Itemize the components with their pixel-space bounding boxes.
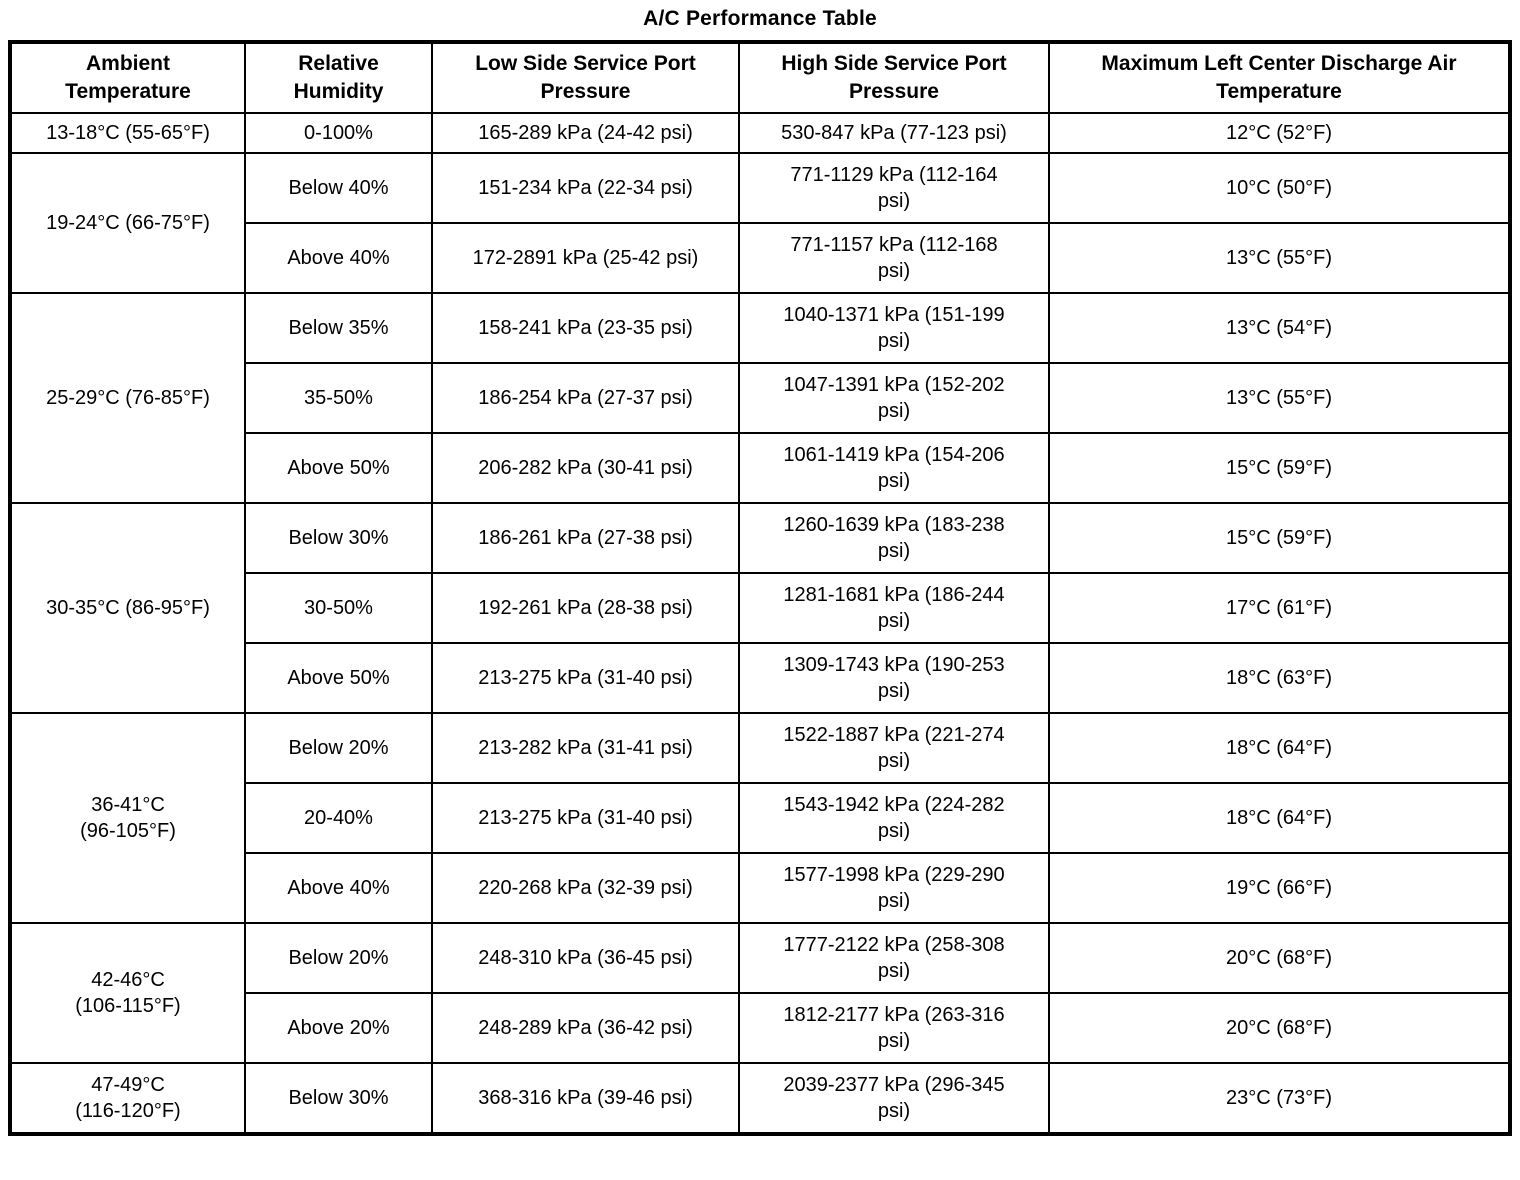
high-side-pressure-cell: 1309-1743 kPa (190-253 psi) — [738, 642, 1050, 714]
low-side-pressure-cell: 186-261 kPa (27-38 psi) — [431, 502, 740, 574]
header-ambient-temperature: Ambient Temperature — [9, 41, 246, 114]
discharge-temperature-cell: 13°C (54°F) — [1048, 292, 1511, 364]
table-row: 30-35°C (86-95°F) Below 30% 186-261 kPa (2… — [9, 502, 1511, 714]
relative-humidity-cell: Above 50% — [244, 642, 433, 714]
high-side-pressure-cell: 2039-2377 kPa (296-345 psi) — [738, 1062, 1050, 1135]
table-row: Above 50% 213-275 kPa (31-40 psi) 1309-174… — [10, 642, 1511, 714]
table-row: Above 20% 248-289 kPa (36-42 psi) 1812-217… — [10, 992, 1511, 1064]
discharge-temperature-cell: 13°C (55°F) — [1048, 362, 1511, 434]
high-side-pressure-cell: 771-1157 kPa (112-168 psi) — [738, 222, 1050, 294]
high-side-pressure-cell: 1543-1942 kPa (224-282 psi) — [738, 782, 1050, 854]
page-title: A/C Performance Table — [643, 7, 877, 30]
discharge-temperature-cell: 17°C (61°F) — [1048, 572, 1511, 644]
ambient-temperature-cell: 19-24°C (66-75°F) — [9, 152, 246, 294]
low-side-pressure-cell: 165-289 kPa (24-42 psi) — [431, 112, 740, 154]
table-row: 13-18°C (55-65°F) 0-100% 165-289 kPa (24-4… — [9, 112, 1511, 154]
discharge-temperature-cell: 18°C (64°F) — [1048, 782, 1511, 854]
low-side-pressure-cell: 213-275 kPa (31-40 psi) — [431, 782, 740, 854]
ambient-temperature-cell: 13-18°C (55-65°F) — [9, 112, 246, 154]
discharge-temperature-cell: 12°C (52°F) — [1048, 112, 1511, 154]
relative-humidity-cell: Above 40% — [244, 222, 433, 294]
low-side-pressure-cell: 368-316 kPa (39-46 psi) — [431, 1062, 740, 1135]
relative-humidity-cell: 30-50% — [244, 572, 433, 644]
header-high-side-pressure: High Side Service Port Pressure — [738, 41, 1050, 114]
relative-humidity-cell: 20-40% — [244, 782, 433, 854]
table-header-row: Ambient Temperature Relative Humidity Lo… — [9, 41, 1511, 114]
high-side-pressure-cell: 1281-1681 kPa (186-244 psi) — [738, 572, 1050, 644]
relative-humidity-cell: Below 20% — [244, 712, 433, 784]
low-side-pressure-cell: 151-234 kPa (22-34 psi) — [431, 152, 740, 224]
table-row: Above 40% 172-2891 kPa (25-42 psi) 771-115… — [10, 222, 1511, 294]
low-side-pressure-cell: 213-275 kPa (31-40 psi) — [431, 642, 740, 714]
relative-humidity-cell: Below 35% — [244, 292, 433, 364]
high-side-pressure-cell: 1047-1391 kPa (152-202 psi) — [738, 362, 1050, 434]
high-side-pressure-cell: 1260-1639 kPa (183-238 psi) — [738, 502, 1050, 574]
low-side-pressure-cell: 206-282 kPa (30-41 psi) — [431, 432, 740, 504]
table-row: Above 40% 220-268 kPa (32-39 psi) 1577-199… — [10, 852, 1511, 924]
table-row: 47-49°C (116-120°F) Below 30% 368-316 kPa … — [9, 1062, 1511, 1135]
ambient-temperature-cell: 36-41°C (96-105°F) — [9, 712, 246, 924]
high-side-pressure-cell: 771-1129 kPa (112-164 psi) — [738, 152, 1050, 224]
discharge-temperature-cell: 23°C (73°F) — [1048, 1062, 1511, 1135]
high-side-pressure-cell: 1812-2177 kPa (263-316 psi) — [738, 992, 1050, 1064]
ambient-temperature-cell: 47-49°C (116-120°F) — [9, 1062, 246, 1135]
discharge-temperature-cell: 10°C (50°F) — [1048, 152, 1511, 224]
high-side-pressure-cell: 530-847 kPa (77-123 psi) — [738, 112, 1050, 154]
table-row: 35-50% 186-254 kPa (27-37 psi) 1047-1391 k… — [10, 362, 1511, 434]
relative-humidity-cell: Below 30% — [244, 502, 433, 574]
header-relative-humidity: Relative Humidity — [244, 41, 433, 114]
table-row: 30-50% 192-261 kPa (28-38 psi) 1281-1681 k… — [10, 572, 1511, 644]
table-row: Above 50% 206-282 kPa (30-41 psi) 1061-141… — [10, 432, 1511, 504]
high-side-pressure-cell: 1040-1371 kPa (151-199 psi) — [738, 292, 1050, 364]
ambient-temperature-cell: 25-29°C (76-85°F) — [9, 292, 246, 504]
header-low-side-pressure: Low Side Service Port Pressure — [431, 41, 740, 114]
discharge-temperature-cell: 13°C (55°F) — [1048, 222, 1511, 294]
high-side-pressure-cell: 1061-1419 kPa (154-206 psi) — [738, 432, 1050, 504]
relative-humidity-cell: Above 40% — [244, 852, 433, 924]
ac-performance-table: Ambient Temperature Relative Humidity Lo… — [8, 40, 1512, 1136]
header-max-discharge-temperature: Maximum Left Center Discharge Air Temper… — [1048, 41, 1511, 114]
discharge-temperature-cell: 15°C (59°F) — [1048, 432, 1511, 504]
low-side-pressure-cell: 248-289 kPa (36-42 psi) — [431, 992, 740, 1064]
high-side-pressure-cell: 1777-2122 kPa (258-308 psi) — [738, 922, 1050, 994]
low-side-pressure-cell: 172-2891 kPa (25-42 psi) — [431, 222, 740, 294]
low-side-pressure-cell: 248-310 kPa (36-45 psi) — [431, 922, 740, 994]
ambient-temperature-cell: 30-35°C (86-95°F) — [9, 502, 246, 714]
ambient-temperature-cell: 42-46°C (106-115°F) — [9, 922, 246, 1064]
relative-humidity-cell: 0-100% — [244, 112, 433, 154]
low-side-pressure-cell: 192-261 kPa (28-38 psi) — [431, 572, 740, 644]
low-side-pressure-cell: 186-254 kPa (27-37 psi) — [431, 362, 740, 434]
table-row: 19-24°C (66-75°F) Below 40% 151-234 kPa (2… — [9, 152, 1511, 294]
low-side-pressure-cell: 220-268 kPa (32-39 psi) — [431, 852, 740, 924]
relative-humidity-cell: Above 20% — [244, 992, 433, 1064]
relative-humidity-cell: Below 40% — [244, 152, 433, 224]
table-row: 20-40% 213-275 kPa (31-40 psi) 1543-1942 k… — [10, 782, 1511, 854]
relative-humidity-cell: Below 20% — [244, 922, 433, 994]
table-row: 36-41°C (96-105°F) Below 20% 213-282 kPa (… — [9, 712, 1511, 924]
relative-humidity-cell: Below 30% — [244, 1062, 433, 1135]
low-side-pressure-cell: 158-241 kPa (23-35 psi) — [431, 292, 740, 364]
low-side-pressure-cell: 213-282 kPa (31-41 psi) — [431, 712, 740, 784]
discharge-temperature-cell: 20°C (68°F) — [1048, 992, 1511, 1064]
discharge-temperature-cell: 18°C (63°F) — [1048, 642, 1511, 714]
relative-humidity-cell: Above 50% — [244, 432, 433, 504]
high-side-pressure-cell: 1577-1998 kPa (229-290 psi) — [738, 852, 1050, 924]
relative-humidity-cell: 35-50% — [244, 362, 433, 434]
discharge-temperature-cell: 20°C (68°F) — [1048, 922, 1511, 994]
discharge-temperature-cell: 15°C (59°F) — [1048, 502, 1511, 574]
discharge-temperature-cell: 19°C (66°F) — [1048, 852, 1511, 924]
high-side-pressure-cell: 1522-1887 kPa (221-274 psi) — [738, 712, 1050, 784]
table-body: 13-18°C (55-65°F) 0-100% 165-289 kPa (24-4… — [9, 112, 1511, 1135]
table-row: 42-46°C (106-115°F) Below 20% 248-310 kPa … — [9, 922, 1511, 1064]
table-row: 25-29°C (76-85°F) Below 35% 158-241 kPa (2… — [9, 292, 1511, 504]
discharge-temperature-cell: 18°C (64°F) — [1048, 712, 1511, 784]
